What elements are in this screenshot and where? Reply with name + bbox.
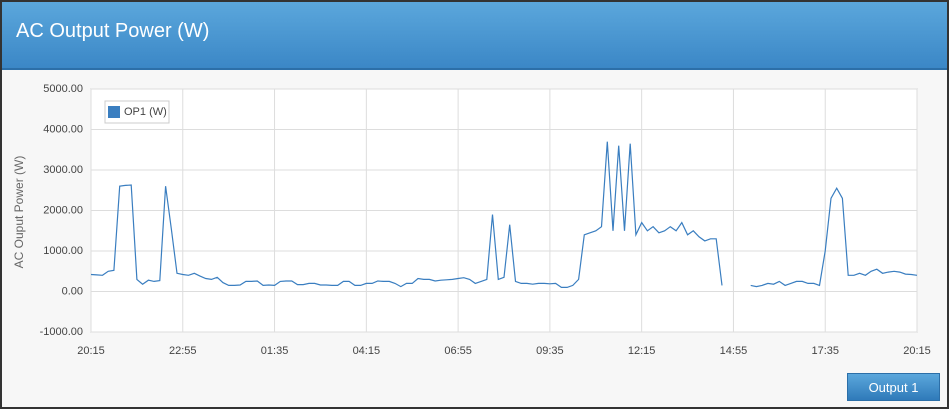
x-tick-label: 06:55 [444, 345, 472, 357]
y-tick-label: 5000.00 [43, 83, 83, 95]
y-tick-label: 3000.00 [43, 164, 83, 176]
header: AC Output Power (W) [2, 2, 947, 70]
chart-title: AC Output Power (W) [16, 20, 210, 42]
x-tick-label: 01:35 [261, 345, 289, 357]
y-tick-label: 4000.00 [43, 123, 83, 135]
legend-swatch [108, 106, 120, 118]
x-tick-label: 22:55 [169, 345, 197, 357]
x-tick-label: 14:55 [720, 345, 748, 357]
y-tick-label: 0.00 [62, 285, 83, 297]
legend-label: OP1 (W) [124, 106, 167, 118]
output-button[interactable]: Output 1 [847, 373, 940, 401]
x-tick-label: 20:15 [903, 345, 931, 357]
series-line [90, 141, 918, 288]
x-tick-label: 17:35 [811, 345, 839, 357]
y-tick-label: 2000.00 [43, 204, 83, 216]
x-tick-label: 20:15 [77, 345, 105, 357]
y-tick-label: 1000.00 [43, 245, 83, 257]
x-tick-label: 04:15 [353, 345, 381, 357]
x-tick-label: 12:15 [628, 345, 656, 357]
legend [104, 100, 170, 124]
y-axis-label: AC Ouput Power (W) [12, 156, 26, 269]
x-tick-label: 09:35 [536, 345, 564, 357]
y-tick-label: -1000.00 [40, 326, 83, 338]
